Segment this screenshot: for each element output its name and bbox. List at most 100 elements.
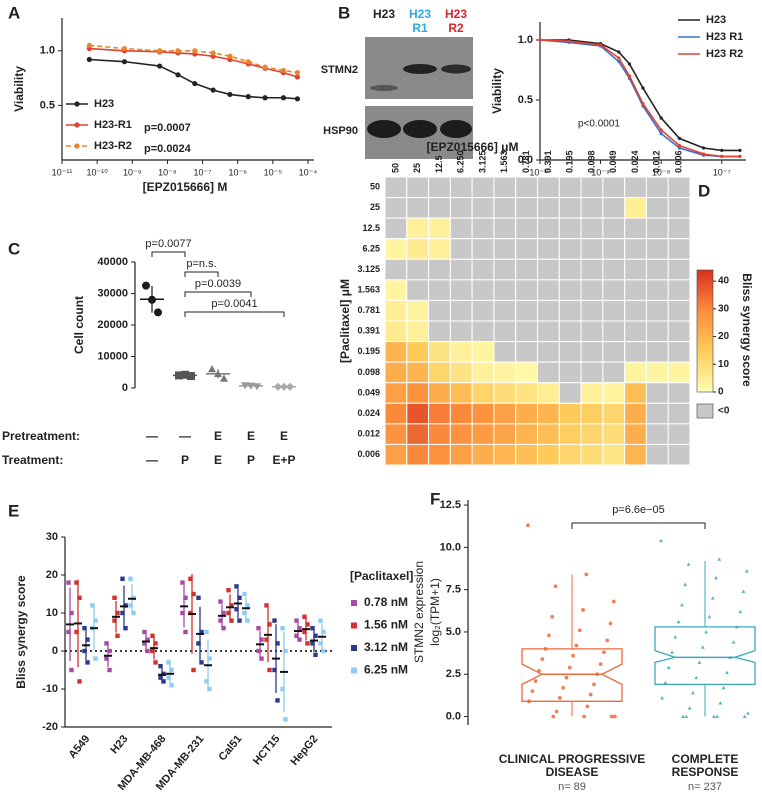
heat-cell [384,279,408,301]
row-cell: E+P [272,453,295,467]
heat-cell [449,176,473,199]
data-point [157,48,163,54]
below-swatch [696,403,714,419]
heat-cell [667,279,691,301]
y-tick-label: 30 [46,531,58,543]
marker [321,629,326,635]
legend-label: H23-R2 [94,140,132,152]
heat-cell [493,279,517,301]
marker [207,656,212,661]
marker [181,370,189,379]
marker [242,591,247,597]
marker [183,629,188,635]
marker [744,569,749,573]
row-cell: E [247,429,255,443]
marker [242,610,247,616]
heat-cell [428,258,451,281]
marker [267,667,272,673]
marker [180,610,185,616]
heat-cell [667,341,691,363]
heat-cell [645,176,669,199]
marker [74,580,79,585]
x-tick-label: 10⁻⁷ [713,167,731,177]
marker [585,704,590,709]
marker [704,630,708,634]
column-label: 0.006 [673,150,683,173]
n-label: n= 89 [558,781,586,793]
marker [351,622,357,629]
y-tick-label: 40000 [97,256,128,268]
row-label: 50 [370,182,380,192]
marker [550,614,555,619]
legend-label: H23 R1 [706,31,743,43]
heat-cell [580,197,604,219]
marker [85,637,90,642]
lane-label: H23 [373,7,395,21]
p-value: p=0.0077 [145,238,191,250]
data-point [641,102,645,106]
data-point [659,132,663,136]
marker [588,692,593,697]
blot-band [441,64,471,74]
colorbar [696,269,714,393]
heat-cell [558,402,582,425]
heat-cell [624,238,647,260]
column-label: 0.024 [630,150,640,173]
heat-cell [384,341,408,363]
heat-cell [537,361,560,384]
y-tick-label: 10 [46,607,58,619]
marker [226,588,231,593]
data-point [720,154,724,158]
heat-cell [406,320,430,343]
heat-cell [645,443,669,466]
marker [602,650,606,655]
heat-cell [558,279,582,301]
heat-cell [580,176,604,199]
lane-label: H23 [445,7,467,21]
lane-label: H23 [409,7,431,21]
y-axis-label: Viability [12,66,26,112]
heat-cell [493,238,517,260]
heat-cell [515,279,539,301]
marker [280,686,285,692]
heat-cell [624,258,647,281]
row-label: Treatment: [2,453,63,467]
marker [207,686,212,692]
marker [259,656,264,661]
heat-cell [558,217,582,240]
x-tick-label: HCT15 [251,733,283,767]
row-label: 3.125 [357,264,380,274]
marker [683,582,688,587]
heat-cell [602,197,626,219]
heat-cell [667,423,691,445]
y-tick-label: 10.0 [440,541,461,553]
data-point [245,59,251,65]
heat-cell [624,197,647,219]
heat-cell [558,382,582,404]
marker [85,660,90,665]
heat-cell [624,279,647,301]
heat-cell [602,423,626,445]
marker [660,696,664,700]
marker [204,679,209,684]
marker [66,629,71,635]
marker [264,603,269,608]
marker [267,622,272,627]
row-label: 6.25 [362,243,380,253]
marker [666,665,671,670]
marker [592,682,596,687]
colorbar-tick-label: 40 [718,276,730,287]
heat-cell [645,402,669,425]
heat-cell [493,197,517,219]
x-tick-label: 10⁻⁵ [264,167,283,177]
marker [608,621,613,626]
heat-cell [645,279,669,301]
y-tick-label: 12.5 [440,499,461,511]
row-label: 0.024 [357,408,380,418]
marker [104,656,109,661]
column-label: 0.049 [608,150,618,173]
marker [310,641,315,646]
legend-annotation: p=0.0024 [144,143,192,155]
heat-cell [537,176,560,199]
marker [77,595,82,600]
